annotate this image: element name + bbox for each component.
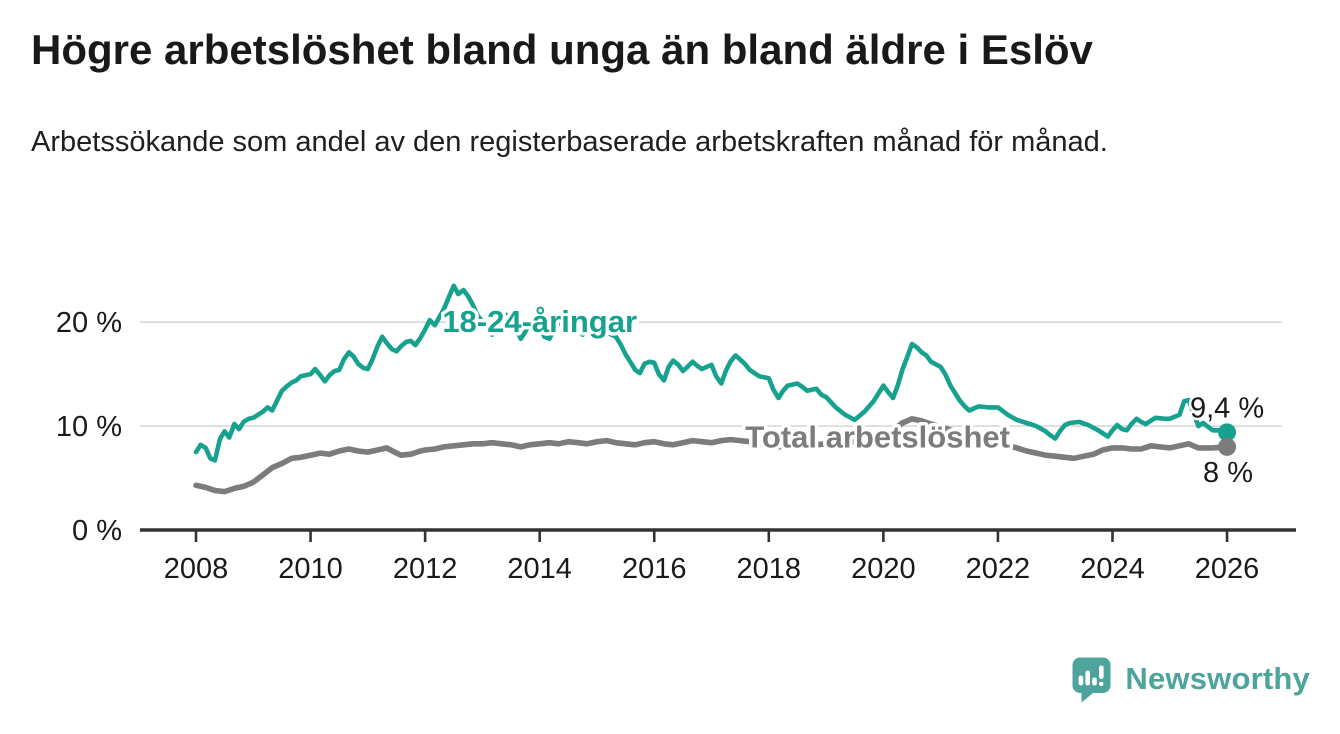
x-tick-label: 2024 xyxy=(1080,553,1145,585)
series-label-total: Total arbetslöshet xyxy=(745,419,1010,454)
series-line-total xyxy=(193,415,1230,495)
x-tick-label: 2014 xyxy=(507,553,572,585)
series-labels: 18-24-åringar Total arbetslöshet xyxy=(439,301,1014,458)
x-tick-label: 2022 xyxy=(966,553,1031,585)
x-tick-label: 2018 xyxy=(737,553,802,585)
x-tick-label: 2010 xyxy=(278,553,343,585)
end-value-labels: 9,4 % 8 % xyxy=(1187,390,1266,492)
page-title: Högre arbetslöshet bland unga än bland ä… xyxy=(31,26,1093,73)
x-tick-label: 2016 xyxy=(622,553,687,585)
y-axis-labels: 0 % 10 % 20 % xyxy=(56,307,122,547)
end-dot-total xyxy=(1218,437,1237,456)
y-tick-label: 10 % xyxy=(56,411,122,443)
series-label-young: 18-24-åringar xyxy=(442,304,637,339)
x-tick-label: 2020 xyxy=(851,553,916,585)
end-value-label-total: 8 % xyxy=(1203,457,1253,489)
speech-bubble-shape xyxy=(1072,657,1111,702)
x-axis: 2008 2010 2012 2014 2016 2018 2020 2022 2024 2026 xyxy=(140,528,1296,585)
series-line-young xyxy=(193,283,1230,463)
y-tick-label: 20 % xyxy=(56,307,122,339)
bar-chart-glyph xyxy=(1078,665,1104,686)
series-lines xyxy=(193,283,1230,495)
series-end-dots xyxy=(1218,423,1237,456)
newsworthy-logo: Newsworthy xyxy=(1070,651,1310,707)
end-value-label-young: 9,4 % xyxy=(1190,392,1264,424)
end-dot-young xyxy=(1218,423,1237,442)
newsworthy-logo-icon xyxy=(1072,657,1111,702)
newsworthy-logo-text: Newsworthy xyxy=(1125,661,1310,696)
y-tick-label: 0 % xyxy=(72,515,122,547)
x-tick-label: 2026 xyxy=(1195,553,1260,585)
x-tick-label: 2008 xyxy=(164,553,229,585)
page-subtitle: Arbetssökande som andel av den registerb… xyxy=(31,126,1108,158)
x-tick-label: 2012 xyxy=(393,553,458,585)
